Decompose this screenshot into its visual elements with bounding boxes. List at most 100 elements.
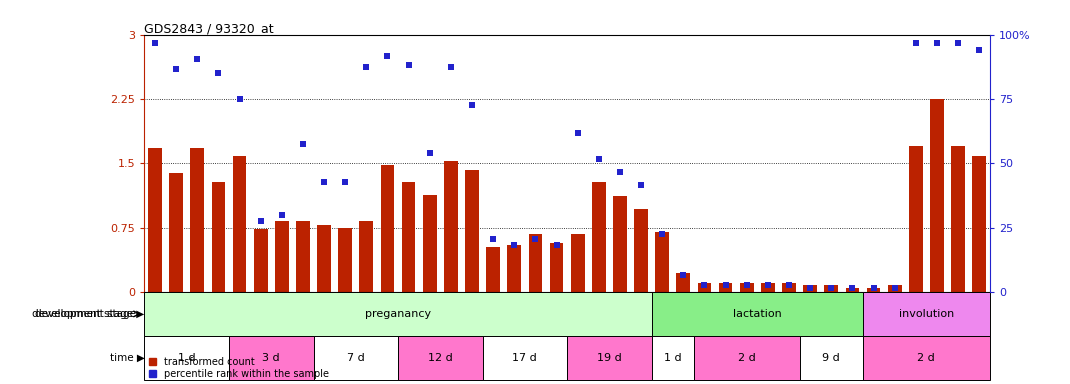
Bar [635, 209, 648, 292]
Bar [804, 285, 817, 292]
Bar [398, 336, 483, 380]
Point [780, 282, 797, 288]
Bar [317, 225, 331, 292]
Point [316, 179, 333, 185]
Point [463, 102, 480, 108]
Bar [761, 283, 775, 292]
Bar [693, 336, 799, 380]
Point [760, 282, 777, 288]
Point [231, 96, 248, 102]
Bar [652, 292, 862, 336]
Point [337, 179, 354, 185]
Bar [169, 174, 183, 292]
Bar [739, 283, 753, 292]
Text: GDS2843 / 93320_at: GDS2843 / 93320_at [144, 22, 274, 35]
Point [970, 47, 988, 53]
Bar [567, 336, 652, 380]
Point [273, 212, 290, 218]
Point [569, 130, 586, 136]
Text: 1 d: 1 d [178, 353, 196, 363]
Bar [232, 156, 246, 292]
Bar [229, 336, 314, 380]
Text: development stage: development stage [35, 309, 136, 319]
Bar [782, 283, 796, 292]
Point [210, 70, 227, 76]
Point [717, 282, 734, 288]
Text: involution: involution [899, 309, 954, 319]
Point [929, 40, 946, 46]
Text: 2 d: 2 d [917, 353, 935, 363]
Legend: transformed count, percentile rank within the sample: transformed count, percentile rank withi… [150, 357, 328, 379]
Text: 7 d: 7 d [347, 353, 365, 363]
Text: 12 d: 12 d [428, 353, 453, 363]
Bar [824, 285, 838, 292]
Bar [483, 336, 567, 380]
Point [591, 156, 608, 162]
Point [654, 230, 671, 237]
Text: preganancy: preganancy [365, 309, 431, 319]
Point [442, 64, 459, 70]
Bar [570, 233, 584, 292]
Text: 1 d: 1 d [664, 353, 682, 363]
Bar [698, 283, 712, 292]
Text: time ▶: time ▶ [109, 353, 144, 363]
Point [844, 285, 861, 291]
Point [886, 285, 903, 291]
Bar [529, 233, 542, 292]
Point [675, 271, 692, 278]
Point [548, 242, 565, 248]
Point [253, 218, 270, 224]
Bar [863, 336, 990, 380]
Bar [423, 195, 437, 292]
Bar [212, 182, 226, 292]
Bar [444, 162, 458, 292]
Point [865, 285, 882, 291]
Point [506, 242, 523, 248]
Point [801, 285, 819, 291]
Bar [863, 292, 990, 336]
Point [400, 61, 417, 68]
Bar [190, 148, 204, 292]
Bar [888, 285, 902, 292]
Point [949, 40, 966, 46]
Bar [655, 232, 669, 292]
Bar [613, 196, 627, 292]
Bar [296, 221, 310, 292]
Point [611, 169, 628, 175]
Text: lactation: lactation [733, 309, 782, 319]
Bar [550, 243, 564, 292]
Point [168, 66, 185, 72]
Bar [254, 229, 268, 292]
Point [823, 285, 840, 291]
Bar [381, 165, 395, 292]
Point [696, 282, 713, 288]
Bar [799, 336, 863, 380]
Bar [951, 146, 965, 292]
Bar [845, 288, 859, 292]
Point [632, 182, 649, 188]
Bar [486, 247, 500, 292]
Bar [930, 99, 944, 292]
Text: development stage ▶: development stage ▶ [32, 309, 144, 319]
Point [188, 56, 205, 62]
Bar [401, 182, 415, 292]
Bar [465, 170, 479, 292]
Point [738, 282, 755, 288]
Bar [973, 156, 987, 292]
Text: 3 d: 3 d [262, 353, 280, 363]
Text: 19 d: 19 d [597, 353, 622, 363]
Point [422, 150, 439, 156]
Point [294, 141, 311, 147]
Bar [719, 283, 733, 292]
Text: 9 d: 9 d [823, 353, 840, 363]
Bar [314, 336, 398, 380]
Bar [908, 146, 922, 292]
Point [526, 236, 544, 242]
Point [485, 236, 502, 242]
Bar [144, 336, 229, 380]
Point [907, 40, 924, 46]
Text: 2 d: 2 d [738, 353, 755, 363]
Bar [338, 227, 352, 292]
Bar [144, 292, 652, 336]
Text: 17 d: 17 d [513, 353, 537, 363]
